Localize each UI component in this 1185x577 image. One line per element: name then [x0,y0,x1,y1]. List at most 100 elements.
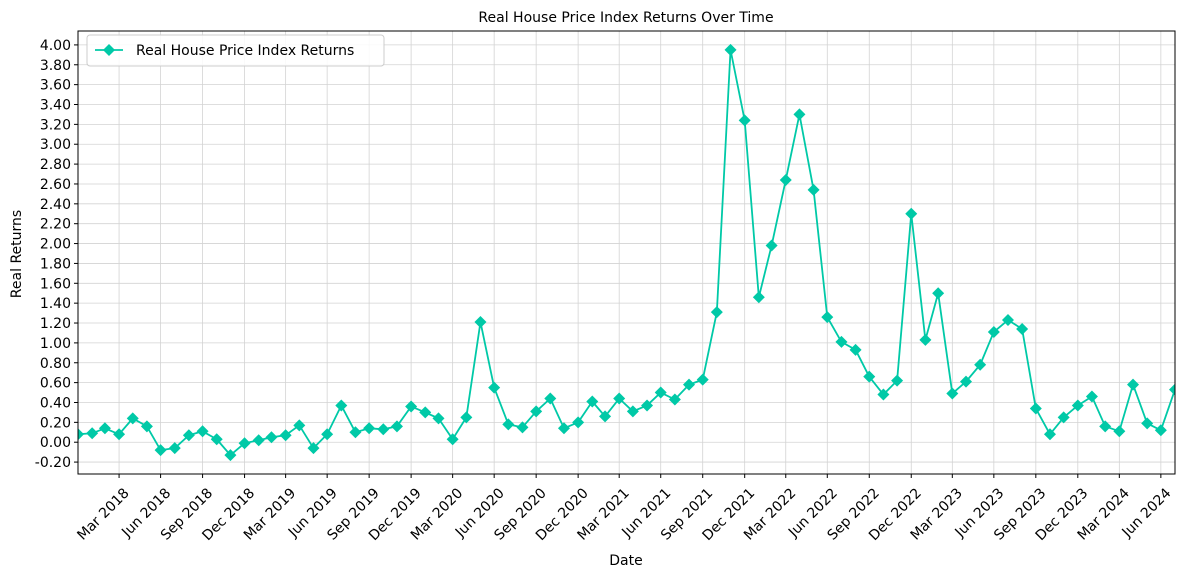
data-point-marker [349,426,362,439]
data-point-marker [849,343,862,356]
data-point-marker [821,311,834,324]
data-point-marker [793,108,806,121]
data-point-marker [654,386,667,399]
data-point-marker [377,423,390,436]
data-point-marker [182,429,195,442]
data-point-marker [1043,428,1056,441]
y-tick-label: 1.40 [40,296,71,312]
y-tick-label: 2.00 [40,237,71,253]
y-tick-label: 0.60 [40,376,71,392]
data-point-marker [238,437,251,450]
data-point-marker [626,405,639,418]
data-point-marker [891,374,904,387]
data-point-marker [586,395,599,408]
data-point-marker [613,392,626,405]
data-point-marker [932,287,945,300]
data-point-marker [1141,417,1154,430]
legend-box [86,34,385,67]
data-point-marker [530,405,543,418]
data-point-marker [987,325,1000,338]
y-axis-title: Real Returns [9,210,25,298]
series-group [78,43,1175,462]
y-tick-label: 3.20 [40,117,71,133]
data-point-marker [432,412,445,425]
data-point-marker [419,406,432,419]
data-point-marker [1154,424,1167,437]
data-point-marker [1029,402,1042,415]
y-tick-label: 1.60 [40,276,71,292]
y-axis-ticks: -0.20 0.00 0.20 0.40 0.60 0.80 1.00 1.20 1.40 1.6… [35,38,78,471]
data-point-marker [807,183,820,196]
data-point-marker [390,420,403,433]
y-tick-label: 3.00 [40,137,71,153]
chart-title: Real House Price Index Returns Over Time [478,10,773,26]
data-point-marker [293,419,306,432]
data-point-marker [752,291,765,304]
y-tick-label: 0.80 [40,356,71,372]
legend: Real House Price Index Returns [86,34,385,67]
data-point-marker [863,370,876,383]
y-tick-label: 0.20 [40,415,71,431]
data-point-marker [405,400,418,413]
data-point-marker [1057,411,1070,424]
data-point-marker [1169,383,1175,396]
data-point-marker [1113,425,1126,438]
data-point-marker [210,433,223,446]
data-point-marker [307,442,320,455]
x-axis-title: Date [609,553,642,569]
data-point-marker [710,306,723,319]
data-point-marker [1127,378,1140,391]
data-point-marker [738,114,751,127]
plot-frame [77,30,1176,475]
data-point-marker [460,411,473,424]
data-point-marker [668,393,681,406]
data-point-marker [835,335,848,348]
y-tick-label: 2.40 [40,197,71,213]
data-point-marker [98,422,111,435]
data-point-marker [252,434,265,447]
data-point-marker [78,428,84,441]
y-tick-label: 4.00 [40,38,71,54]
data-point-marker [572,416,585,429]
data-point-marker [502,418,515,431]
data-point-marker [1001,314,1014,327]
y-tick-label: 2.80 [40,157,71,173]
grid-lines [78,31,1175,474]
data-point-marker [960,375,973,388]
data-series [78,43,1175,462]
y-tick-label: 2.20 [40,217,71,233]
data-point-marker [113,428,126,441]
y-tick-label: 1.00 [40,336,71,352]
y-tick-label: 0.00 [40,435,71,451]
data-point-marker [321,428,334,441]
data-point-marker [544,392,557,405]
data-point-marker [516,421,529,434]
data-point-marker [140,420,153,433]
data-point-marker [641,399,654,412]
data-point-marker [765,239,778,252]
data-point-marker [974,358,987,371]
data-point-marker [86,427,99,440]
y-tick-label: 1.20 [40,316,71,332]
y-tick-label: 3.40 [40,98,71,114]
y-tick-label: 0.40 [40,395,71,411]
data-point-marker [224,449,237,462]
data-point-marker [877,388,890,401]
data-point-marker [696,373,709,386]
data-point-marker [919,333,932,346]
data-point-marker [168,442,181,455]
data-point-marker [154,444,167,457]
data-point-marker [779,173,792,186]
y-tick-label: -0.20 [35,455,71,471]
data-point-marker [683,378,696,391]
data-point-marker [335,399,348,412]
data-point-marker [446,433,459,446]
data-point-marker [1071,399,1084,412]
y-tick-label: 2.60 [40,177,71,193]
y-tick-label: 1.80 [40,256,71,272]
data-point-marker [488,381,501,394]
data-point-marker [905,207,918,220]
data-point-marker [279,429,292,442]
